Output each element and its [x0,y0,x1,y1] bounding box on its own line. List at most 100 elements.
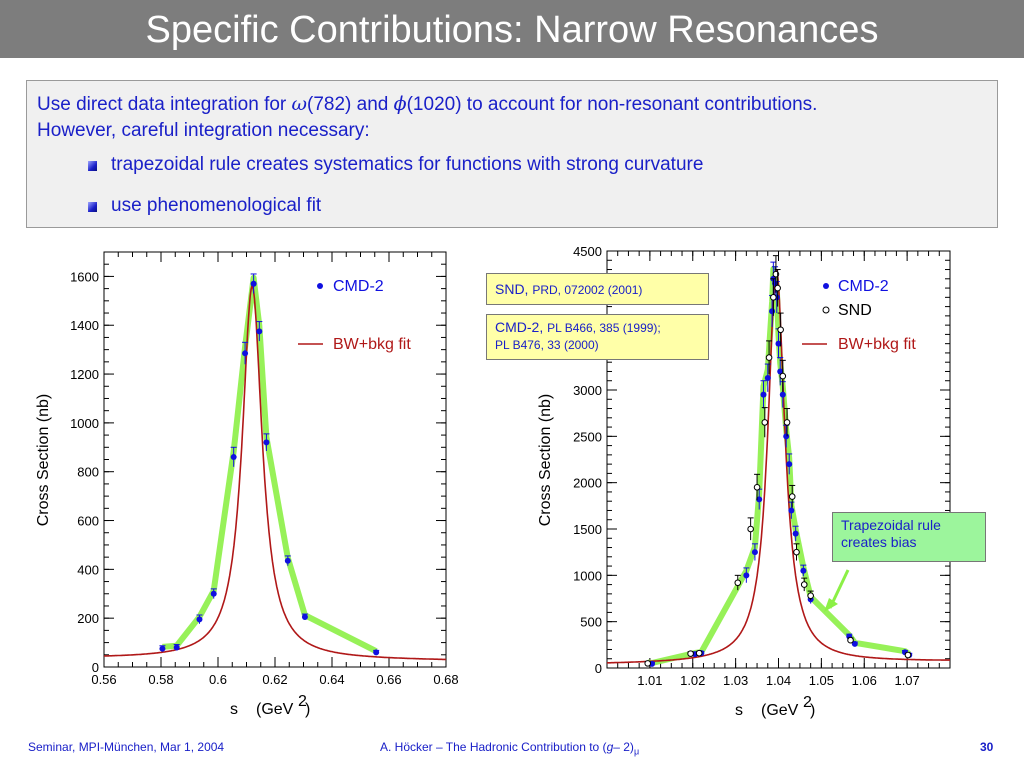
y-tick-label: 1000 [70,416,99,431]
x-axis-label-sup: 2 [298,693,307,710]
cmd2-point [777,368,784,375]
cmd2-point [764,374,771,381]
cmd2-point [769,308,776,315]
snd-point [800,581,808,588]
snd-point [807,592,814,600]
snd-point [774,284,781,292]
y-axis-label: Cross Section (nb) [537,394,554,527]
snd-point [695,649,703,657]
cmd2-point [800,567,807,574]
cmd2-point [373,649,380,656]
intro-text-c: (1020) to account for non-resonant contr… [406,94,818,115]
y-tick-label: 1500 [573,522,602,537]
cmd2-point [284,557,291,564]
y-tick-label: 2500 [573,429,602,444]
y-tick-label: 400 [77,562,99,577]
cmd2-point [851,640,858,647]
x-axis-label-sup: 2 [803,694,812,711]
y-tick-label: 3000 [573,383,602,398]
cmd2-point [779,391,786,398]
footer-mu: μ [633,746,640,757]
y-tick-label: 1200 [70,367,99,382]
y-tick-label: 200 [77,611,99,626]
x-tick-label: 1.05 [809,673,834,688]
cmd2-point [783,433,790,440]
snd-point [847,636,854,644]
snd-point [644,660,652,667]
x-tick-label: 0.6 [209,672,227,687]
footer-author-title: A. Höcker – The Hadronic Contribution to… [380,740,639,756]
legend-label: SND [838,302,872,319]
cmd2-point [173,644,180,651]
footer-g: g [606,740,614,754]
careful-line: However, careful integration necessary: [37,120,370,141]
snd-point [904,651,912,659]
bullet-item-trapezoidal: trapezoidal rule creates systematics for… [88,152,987,178]
snd-ref-small: PRD, 072002 (2001) [532,283,643,297]
footer-title-b: – 2) [613,740,634,754]
legend-dot-icon [317,283,323,289]
y-tick-label: 500 [580,615,602,630]
cmd2-point [756,496,763,503]
x-axis-label-s: s [230,701,238,718]
x-tick-label: 1.02 [680,673,705,688]
x-tick-label: 0.58 [148,672,173,687]
snd-point [788,493,796,500]
trap-line1: Trapezoidal rule [841,517,941,533]
x-tick-label: 1.06 [852,673,877,688]
snd-point [687,650,694,657]
cmd2-point [786,461,793,468]
slide-title: Specific Contributions: Narrow Resonance… [145,9,879,51]
snd-point [747,525,754,533]
y-tick-label: 1600 [70,269,99,284]
legend-circle-icon [822,306,830,314]
bullet-text: use phenomenological fit [111,195,322,216]
y-tick-label: 1400 [70,318,99,333]
x-tick-label: 0.62 [262,672,287,687]
trap-line2: creates bias [841,534,917,550]
x-tick-label: 1.07 [894,673,919,688]
y-tick-label: 0 [92,660,99,675]
legend-dot-icon [823,283,829,289]
cmd-ref-main: CMD-2, [495,319,544,335]
cmd2-point [250,280,257,287]
square-bullet-icon [88,161,97,171]
page-number: 30 [980,740,994,754]
cmd2-point [230,454,237,461]
y-tick-label: 4500 [573,244,602,259]
legend-label: BW+bkg fit [333,336,411,353]
cmd2-point [263,439,270,446]
intro-text-a: Use direct data integration for [37,94,292,115]
omega-symbol: ω [291,93,308,115]
cmd-ref-small2: PL B476, 33 (2000) [495,338,599,352]
x-tick-label: 1.04 [766,673,791,688]
y-tick-label: 1000 [573,568,602,583]
bullet-list: trapezoidal rule creates systematics for… [37,152,987,219]
snd-point [765,354,773,361]
title-bar: Specific Contributions: Narrow Resonance… [0,0,1024,58]
bw-fit-curve [104,284,446,661]
intro-text-b: (782) and [307,94,394,115]
cmd2-point [743,572,750,579]
x-tick-label: 0.56 [91,672,116,687]
square-bullet-icon [88,202,97,212]
x-axis-label-s: s [735,702,743,719]
cmd2-point [210,590,217,597]
cmd2-point [301,613,308,620]
cmd2-point [792,530,799,537]
cmd2-point [751,549,758,556]
text-box: Use direct data integration for ω(782) a… [26,80,998,228]
legend-label: CMD-2 [838,278,889,295]
x-axis-label-unit: (GeV [761,702,799,719]
trapezoid-band [647,265,911,666]
x-tick-label: 1.03 [723,673,748,688]
cmd-ref-small1: PL B466, 385 (1999); [547,321,661,335]
y-tick-label: 800 [77,465,99,480]
snd-point [770,294,777,301]
intro-line: Use direct data integration for ω(782) a… [37,91,987,118]
cmd2-point [788,507,795,514]
snd-point [777,326,784,334]
y-tick-label: 600 [77,514,99,529]
